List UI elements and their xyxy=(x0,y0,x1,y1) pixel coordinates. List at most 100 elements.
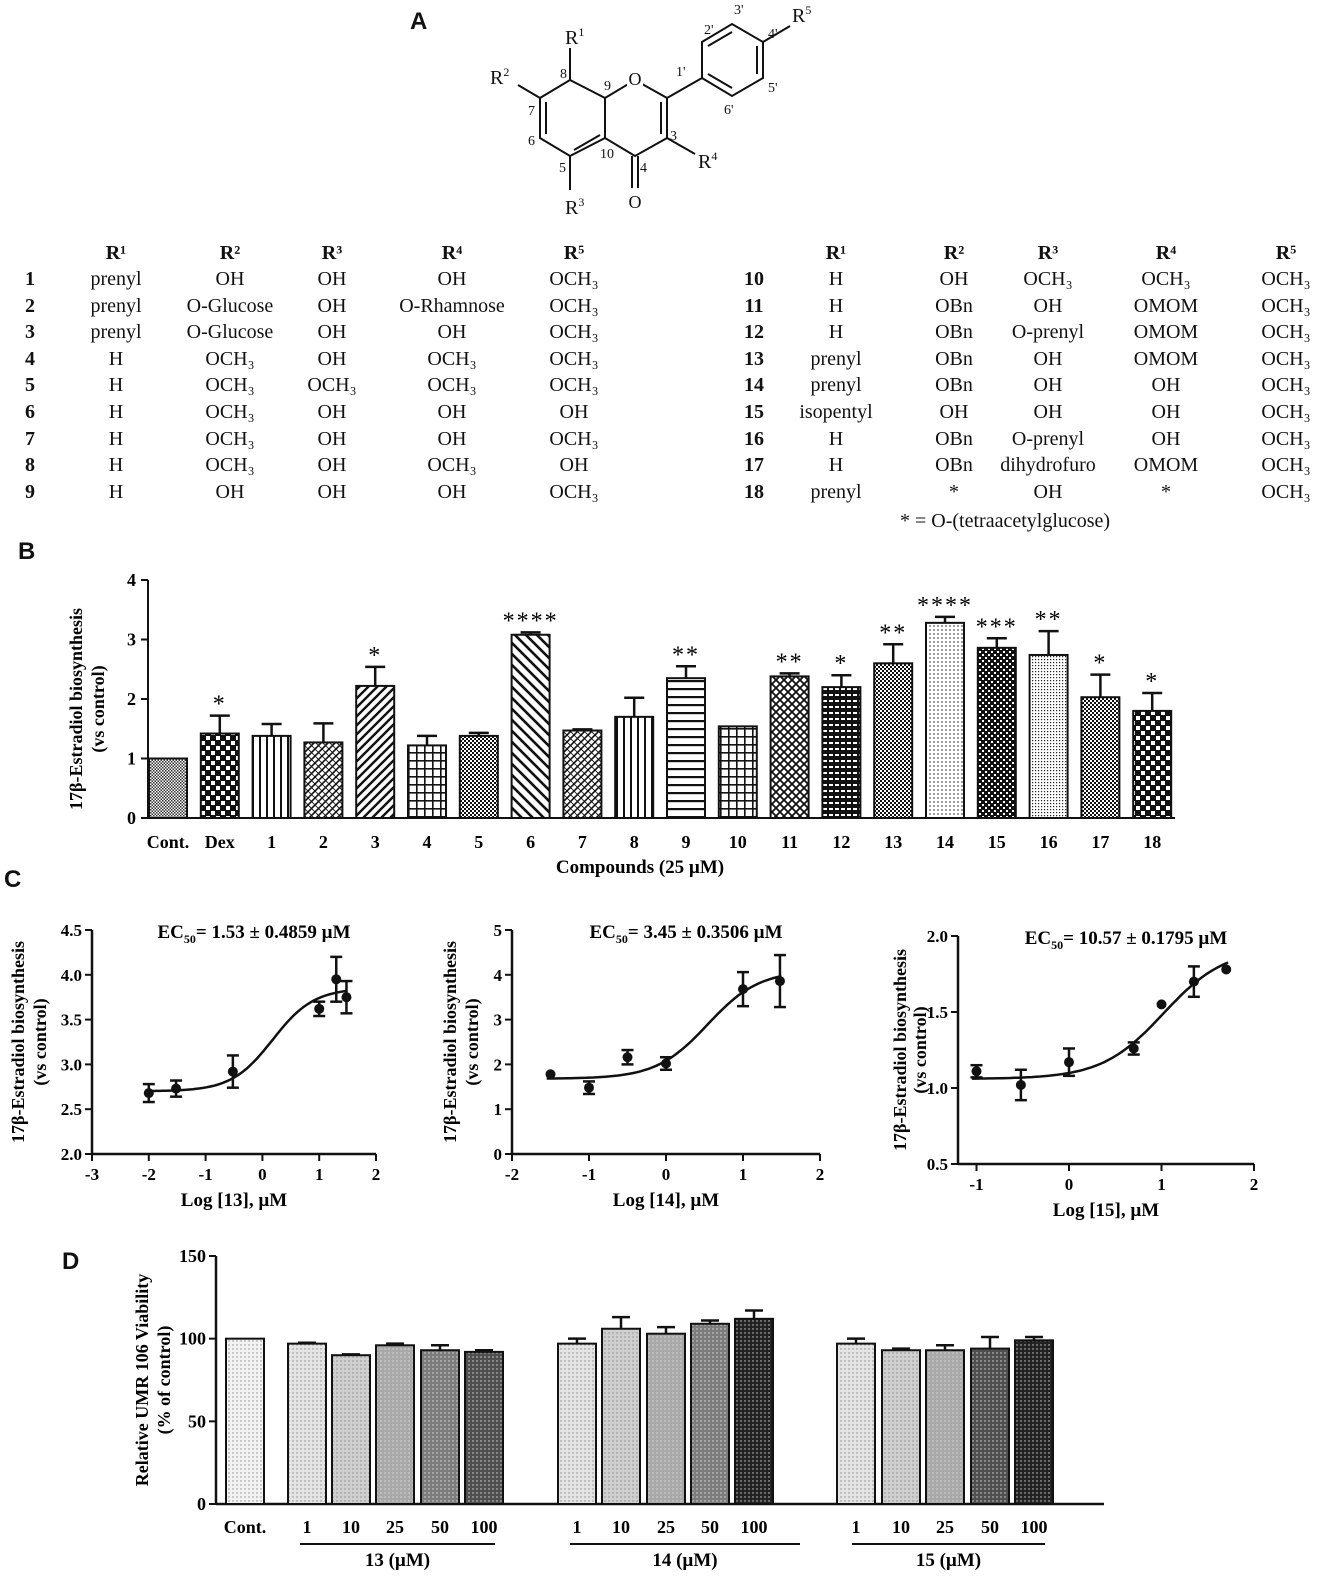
bar xyxy=(148,757,188,819)
compound-number: 8 xyxy=(25,454,35,477)
y-tick-label: 0.5 xyxy=(927,1155,948,1174)
y-axis-label: (vs control) xyxy=(88,665,109,752)
data-point xyxy=(774,976,785,987)
y-tick-label: 1.0 xyxy=(927,1079,948,1098)
x-tick-label: Cont. xyxy=(147,832,190,852)
compound-number: 9 xyxy=(25,480,35,503)
y-tick-label: 2.0 xyxy=(927,927,948,946)
bar xyxy=(769,675,810,819)
x-tick-label: 10 xyxy=(729,832,747,852)
x-tick-label: 17 xyxy=(1091,832,1109,852)
group-label: 14 (µM) xyxy=(652,1550,717,1571)
table-cell: OCH₃ xyxy=(1261,427,1311,450)
y-axis-label: (vs control) xyxy=(910,1006,931,1093)
bar xyxy=(925,1349,965,1505)
x-tick-label: 11 xyxy=(781,832,798,852)
compound-number: 16 xyxy=(744,427,764,450)
table-cell: H xyxy=(108,347,124,370)
table-header: R¹ xyxy=(825,242,847,264)
panel-label-c: C xyxy=(4,866,22,893)
bar xyxy=(420,1349,460,1505)
table-header: R³ xyxy=(321,242,343,264)
table-cell: OH xyxy=(1033,401,1063,423)
ec50-title: EC50= 1.53 ± 0.4859 µM xyxy=(157,922,350,946)
table-cell: OMOM xyxy=(1133,294,1199,317)
table-cell: H xyxy=(828,454,844,477)
x-tick-label: 0 xyxy=(1065,1175,1074,1194)
y-axis-label: (% of control) xyxy=(154,1326,175,1435)
position-6: 6 xyxy=(528,134,535,149)
carbonyl-oxygen: O xyxy=(629,192,642,212)
table-cell: prenyl xyxy=(90,268,142,290)
group-label: 15 (µM) xyxy=(916,1550,981,1571)
table-cell: OCH₃ xyxy=(427,454,477,477)
x-tick-label: 50 xyxy=(981,1517,999,1537)
y-tick-label: 3 xyxy=(494,1011,503,1030)
compound-number: 17 xyxy=(744,454,764,477)
table-cell: OH xyxy=(1151,374,1181,397)
table-cell: OCH₃ xyxy=(1261,321,1311,344)
x-tick-label: 0 xyxy=(258,1165,267,1184)
table-cell: H xyxy=(828,294,844,317)
table-header: R¹ xyxy=(105,242,127,264)
ring-oxygen: O xyxy=(629,69,642,89)
y-axis-label: 17β-Estradiol biosynthesis xyxy=(890,949,910,1151)
bar xyxy=(836,1342,876,1505)
bar xyxy=(407,744,447,819)
x-tick-label: -2 xyxy=(505,1165,519,1184)
position-8: 8 xyxy=(560,67,567,82)
x-axis-label: Log [15], µM xyxy=(1053,1200,1160,1220)
data-point xyxy=(971,1066,982,1077)
x-tick-label: 6 xyxy=(526,832,535,852)
chart-panel-c2: 0 1 2 3 4 5 -2 -1 0 1 2 EC50= 3.45 ± 0.3506 µM Log [… xyxy=(440,921,825,1211)
y-axis-label: (vs control) xyxy=(462,998,483,1085)
x-tick-label: -1 xyxy=(969,1175,983,1194)
bar xyxy=(1080,696,1121,819)
x-tick-label: 50 xyxy=(431,1517,449,1537)
x-tick-label: 2 xyxy=(816,1165,825,1184)
table-cell: OCH₃ xyxy=(549,374,599,397)
y-tick-label: 5 xyxy=(494,921,503,940)
table-cell: OH xyxy=(215,268,245,290)
table-cell: * xyxy=(949,480,959,503)
table-cell: OH xyxy=(317,480,347,503)
y-tick-label: 2.5 xyxy=(61,1100,82,1119)
x-tick-label: 16 xyxy=(1040,832,1058,852)
x-tick-label: 25 xyxy=(386,1517,404,1537)
table-cell: OCH₃ xyxy=(307,374,357,397)
x-tick-label: 7 xyxy=(578,832,587,852)
table-cell: O-Glucose xyxy=(186,294,274,317)
significance-mark: **** xyxy=(503,608,559,634)
bar xyxy=(690,1322,730,1505)
table-cell: H xyxy=(828,268,844,290)
position-3: 3 xyxy=(670,129,677,144)
table-cell: OCH₃ xyxy=(549,294,599,317)
table-cell: OBn xyxy=(935,321,973,344)
table-cell: O-prenyl xyxy=(1011,427,1085,450)
bar xyxy=(1132,709,1173,819)
bar xyxy=(873,662,914,819)
bar xyxy=(734,1317,774,1506)
table-cell: H xyxy=(828,321,844,344)
compound-number: 2 xyxy=(25,294,35,317)
data-point xyxy=(1128,1043,1139,1054)
table-cell: OCH₃ xyxy=(549,347,599,370)
y-tick-label: 0 xyxy=(494,1145,503,1164)
table-cell: OH xyxy=(559,401,589,423)
x-tick-label: 8 xyxy=(630,832,639,852)
ec50-title: EC50= 3.45 ± 0.3506 µM xyxy=(589,922,782,946)
significance-mark: * xyxy=(1093,651,1107,677)
table-cell: OCH₃ xyxy=(549,427,599,450)
table-cell: H xyxy=(108,401,124,423)
position-5: 5 xyxy=(559,161,566,176)
y-tick-label: 1 xyxy=(494,1100,503,1119)
compound-number: 14 xyxy=(744,374,764,397)
y-tick-label: 2 xyxy=(127,689,136,709)
position-4p: 4' xyxy=(768,27,778,42)
table-cell: prenyl xyxy=(810,374,862,397)
table-cell: OCH₃ xyxy=(549,480,599,503)
chart-panel-c1: 2.0 2.5 3.0 3.5 4.0 4.5 -3 -2 -1 0 1 2 EC50= 1.53 ± … xyxy=(8,921,380,1211)
table-cell: OCH₃ xyxy=(427,347,477,370)
position-6p: 6' xyxy=(724,103,734,118)
y-axis-label: 17β-Estradiol biosynthesis xyxy=(440,941,460,1143)
